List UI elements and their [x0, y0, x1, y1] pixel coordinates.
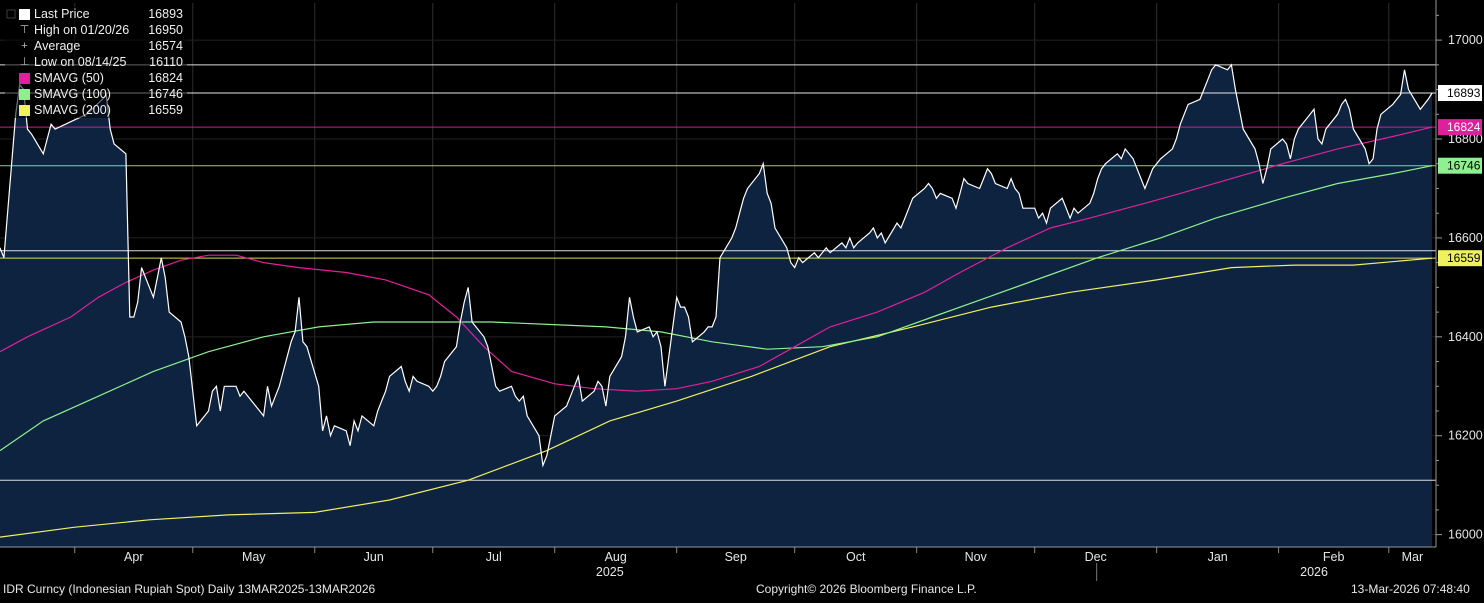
last-value-tag-label: 16559 — [1447, 251, 1481, 265]
legend-item-smavg-100[interactable]: SMAVG (100) 16746 — [5, 86, 187, 102]
y-tick-label: 16600 — [1448, 231, 1483, 245]
legend-value: 16893 — [148, 7, 183, 21]
legend-label: SMAVG (50) — [34, 71, 104, 85]
x-tick-label-may: May — [242, 550, 266, 564]
last-price-area — [0, 64, 1433, 548]
last-value-tag-label: 16746 — [1447, 159, 1481, 173]
series-line-smavg-200 — [0, 257, 1433, 538]
high-marker-icon: ⊤ — [19, 24, 30, 36]
legend-label: Last Price — [34, 7, 90, 21]
legend-swatch-last-price — [19, 8, 30, 20]
legend-item-last-price[interactable]: Last Price 16893 — [5, 6, 187, 22]
series-line-smavg-100 — [0, 165, 1433, 452]
low-marker-icon: ⊥ — [19, 56, 30, 68]
legend-item-smavg-200[interactable]: SMAVG (200) 16559 — [5, 102, 187, 118]
x-tick-label-dec: Dec — [1085, 550, 1107, 564]
x-tick-label-oct: Oct — [846, 550, 866, 564]
legend-item-low[interactable]: ⊥ Low on 08/14/25 16110 — [5, 54, 187, 70]
last-value-tag — [1438, 250, 1482, 267]
last-value-tag — [1438, 157, 1482, 174]
year-label-2026: 2026 — [1300, 565, 1328, 579]
chart-legend: Last Price 16893 ⊤ High on 01/20/26 1695… — [5, 6, 187, 118]
last-value-tag-label: 16824 — [1447, 120, 1481, 134]
x-tick-label-apr: Apr — [124, 550, 143, 564]
x-tick-label-jun: Jun — [364, 550, 384, 564]
legend-item-average[interactable]: + Average 16574 — [5, 38, 187, 54]
footer-copyright: Copyright© 2026 Bloomberg Finance L.P. — [756, 582, 977, 596]
legend-swatch-smavg-100 — [19, 88, 30, 100]
x-tick-label-sep: Sep — [725, 550, 747, 564]
legend-item-smavg-50[interactable]: SMAVG (50) 16824 — [5, 70, 187, 86]
legend-label: Average — [34, 39, 81, 53]
x-tick-label-mar: Mar — [1402, 550, 1424, 564]
year-label-2025: 2025 — [596, 565, 624, 579]
y-tick-label: 17000 — [1448, 33, 1483, 47]
last-value-tag — [1438, 85, 1482, 102]
legend-label: High on 01/20/26 — [34, 23, 130, 37]
y-tick-label: 16400 — [1448, 330, 1483, 344]
x-tick-label-aug: Aug — [605, 550, 627, 564]
series-line-last-price — [0, 63, 1433, 468]
y-tick-label: 16000 — [1448, 528, 1483, 542]
legend-value: 16824 — [148, 71, 183, 85]
legend-item-high[interactable]: ⊤ High on 01/20/26 16950 — [5, 22, 187, 38]
average-marker-icon: + — [21, 40, 28, 52]
x-tick-label-jul: Jul — [486, 550, 502, 564]
series-line-smavg-50 — [0, 126, 1433, 392]
x-tick-label-jan: Jan — [1208, 550, 1228, 564]
y-tick-label: 16800 — [1448, 132, 1483, 146]
y-tick-label: 16200 — [1448, 429, 1483, 443]
legend-value: 16574 — [148, 39, 183, 53]
legend-swatch-smavg-50 — [19, 72, 30, 84]
footer-timestamp: 13-Mar-2026 07:48:40 — [1351, 582, 1470, 596]
legend-swatch-smavg-200 — [19, 104, 30, 116]
x-tick-label-feb: Feb — [1323, 550, 1345, 564]
legend-label: SMAVG (100) — [34, 87, 111, 101]
footer-security-description: IDR Curncy (Indonesian Rupiah Spot) Dail… — [3, 582, 376, 596]
last-value-tag-label: 16893 — [1447, 86, 1481, 100]
legend-value: 16110 — [149, 55, 183, 69]
y-axis-panel — [1436, 0, 1484, 555]
legend-value: 16559 — [148, 103, 183, 117]
x-tick-label-nov: Nov — [965, 550, 988, 564]
last-value-tag — [1438, 119, 1482, 136]
legend-label: SMAVG (200) — [34, 103, 111, 117]
legend-label: Low on 08/14/25 — [34, 55, 127, 69]
legend-value: 16950 — [148, 23, 183, 37]
legend-value: 16746 — [148, 87, 183, 101]
